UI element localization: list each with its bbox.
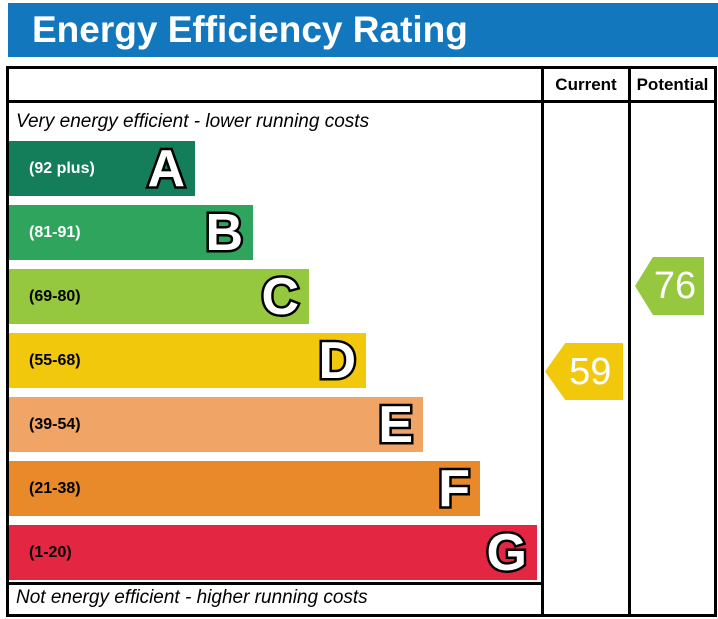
potential-column-header: Potential xyxy=(636,74,709,94)
band-a: (92 plus) A xyxy=(9,139,195,198)
band-d-letter: D xyxy=(316,331,359,390)
band-g-range-label: (1-20) xyxy=(29,543,72,561)
current-column-divider xyxy=(541,69,544,614)
caption-not-efficient: Not energy efficient - higher running co… xyxy=(16,587,368,608)
page-title: Energy Efficiency Rating xyxy=(32,9,468,50)
band-g: (1-20) G xyxy=(9,523,537,582)
band-e-range-label: (39-54) xyxy=(29,415,81,433)
current-rating-value: 59 xyxy=(569,350,612,393)
band-d: (55-68) D xyxy=(9,331,366,390)
band-f-letter: F xyxy=(436,459,473,518)
band-a-range-label: (92 plus) xyxy=(29,159,95,177)
band-f: (21-38) F xyxy=(9,459,480,518)
potential-column-divider xyxy=(628,69,631,614)
band-c: (69-80) C xyxy=(9,267,309,326)
caption-very-efficient: Very energy efficient - lower running co… xyxy=(16,111,370,132)
current-column-header: Current xyxy=(555,74,617,94)
band-b-range-label: (81-91) xyxy=(29,223,81,241)
band-d-range-label: (55-68) xyxy=(29,351,81,369)
title-bar: Energy Efficiency Rating xyxy=(8,3,718,57)
band-f-range-label: (21-38) xyxy=(29,479,81,497)
band-g-letter: G xyxy=(484,523,530,582)
bottom-caption-separator xyxy=(9,582,541,585)
potential-rating-arrow: 76 xyxy=(635,257,704,315)
band-a-letter: A xyxy=(145,139,188,198)
band-c-range-label: (69-80) xyxy=(29,287,81,305)
band-b-letter: B xyxy=(203,203,246,262)
band-e-letter: E xyxy=(376,395,416,454)
band-b: (81-91) B xyxy=(9,203,253,262)
band-e: (39-54) E xyxy=(9,395,423,454)
current-rating-arrow: 59 xyxy=(545,343,623,400)
header-row-separator xyxy=(9,100,714,103)
band-c-letter: C xyxy=(259,267,302,326)
rating-table: Current Potential Very energy efficient … xyxy=(6,66,717,617)
potential-rating-value: 76 xyxy=(653,265,697,307)
